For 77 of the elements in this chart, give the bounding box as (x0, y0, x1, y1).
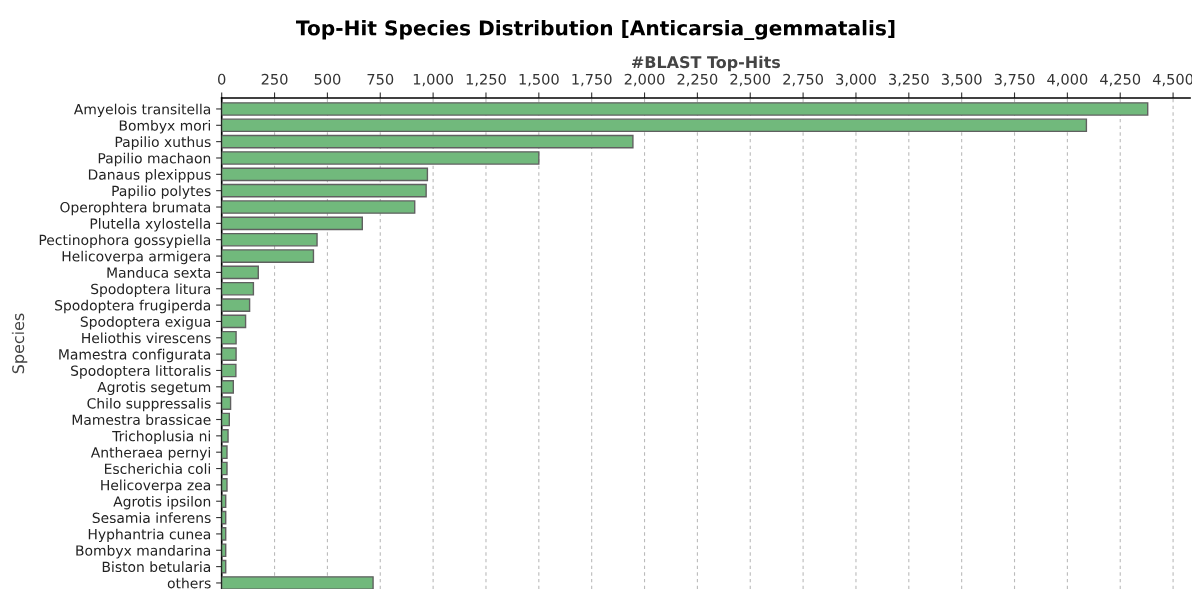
bar (221, 576, 374, 589)
y-tick-label: Escherichia coli (105, 463, 210, 475)
y-tick-label: Spodoptera frugiperda (55, 299, 211, 314)
bar (221, 330, 237, 345)
x-tick-label: 3,250 (889, 73, 929, 87)
bar (221, 379, 235, 394)
x-tick-label: 0 (218, 73, 226, 85)
x-tick-label: 3,750 (994, 73, 1035, 87)
x-tick-label: 4,000 (1047, 73, 1088, 87)
bar (221, 216, 363, 231)
y-tick-label: Bombyx mandarina (76, 544, 211, 559)
y-tick-label: Plutella xylostella (90, 218, 211, 232)
bar (221, 412, 231, 427)
y-tick-label: Bombyx mori (119, 120, 210, 134)
bar (221, 102, 1149, 116)
y-tick-label: Papilio xuthus (115, 136, 211, 150)
bar (221, 461, 228, 476)
x-tick-label: 250 (261, 73, 288, 85)
y-tick-label: Operophtera brumata (60, 201, 211, 216)
y-tick-label: Spodoptera litura (91, 283, 211, 297)
bar (221, 232, 318, 247)
bar (221, 265, 259, 280)
bar (221, 183, 427, 198)
y-tick-label: Sesamia inferens (92, 512, 211, 524)
y-tick-label: Spodoptera exigua (80, 316, 211, 330)
x-tick-label: 2,500 (730, 73, 771, 87)
y-tick-label: Spodoptera littoralis (71, 365, 211, 379)
bar (221, 298, 251, 312)
y-tick-label: Mamestra configurata (59, 348, 211, 363)
bar (221, 134, 634, 149)
y-tick-label: Mamestra brassicae (72, 414, 211, 425)
x-tick-label: 500 (314, 73, 341, 85)
x-tick-label: 2,000 (624, 73, 665, 87)
x-tick-label: 1,500 (519, 73, 559, 87)
bar (221, 249, 315, 263)
bar (221, 445, 228, 460)
x-tick-label: 3,500 (941, 73, 982, 87)
y-tick-label: Papilio polytes (112, 185, 211, 199)
x-tick-label: 4,250 (1100, 73, 1141, 87)
x-tick-label: 1,750 (572, 73, 612, 87)
y-tick-label: Agrotis segetum (97, 381, 211, 395)
x-tick-label: 4,500 (1152, 73, 1192, 87)
y-tick-label: Chilo suppressalis (87, 397, 211, 412)
y-tick-label: Amyelois transitella (73, 103, 211, 118)
bar (221, 347, 237, 361)
y-tick-label: others (167, 577, 211, 589)
y-axis-title: Species (11, 313, 28, 374)
y-tick-label: Biston betularia (102, 561, 211, 573)
bar (221, 151, 540, 165)
y-tick-label: Papilio machaon (98, 152, 211, 167)
bar (221, 167, 429, 182)
y-tick-label: Agrotis ipsilon (113, 495, 211, 510)
x-tick-label: 1,000 (413, 73, 454, 87)
y-tick-label: Trichoplusia ni (112, 430, 210, 445)
bar (221, 396, 232, 410)
y-tick-label: Pectinophora gossypiella (39, 234, 211, 248)
bar (221, 429, 229, 443)
bar (221, 281, 255, 296)
y-tick-label: Danaus plexippus (88, 169, 211, 183)
y-tick-label: Antheraea pernyi (90, 446, 210, 461)
x-axis-title: #BLAST Top-Hits (632, 55, 781, 72)
y-tick-label: Helicoverpa armigera (62, 250, 211, 265)
y-tick-label: Heliothis virescens (82, 332, 211, 344)
x-tick-label: 2,250 (677, 73, 718, 87)
y-tick-label: Manduca sexta (107, 267, 211, 278)
bar (221, 118, 1088, 133)
y-tick-label: Helicoverpa zea (101, 479, 211, 494)
x-tick-label: 1,250 (466, 73, 506, 87)
bar (221, 478, 228, 492)
bar (221, 200, 416, 214)
y-tick-label: Hyphantria cunea (88, 528, 211, 543)
x-tick-label: 3,000 (836, 73, 876, 87)
chart-title: Top-Hit Species Distribution [Anticarsia_gemmatalis] (296, 19, 895, 41)
x-tick-label: 750 (367, 73, 394, 85)
bar (221, 314, 247, 329)
bar (221, 363, 237, 378)
x-tick-label: 2,750 (783, 73, 824, 87)
